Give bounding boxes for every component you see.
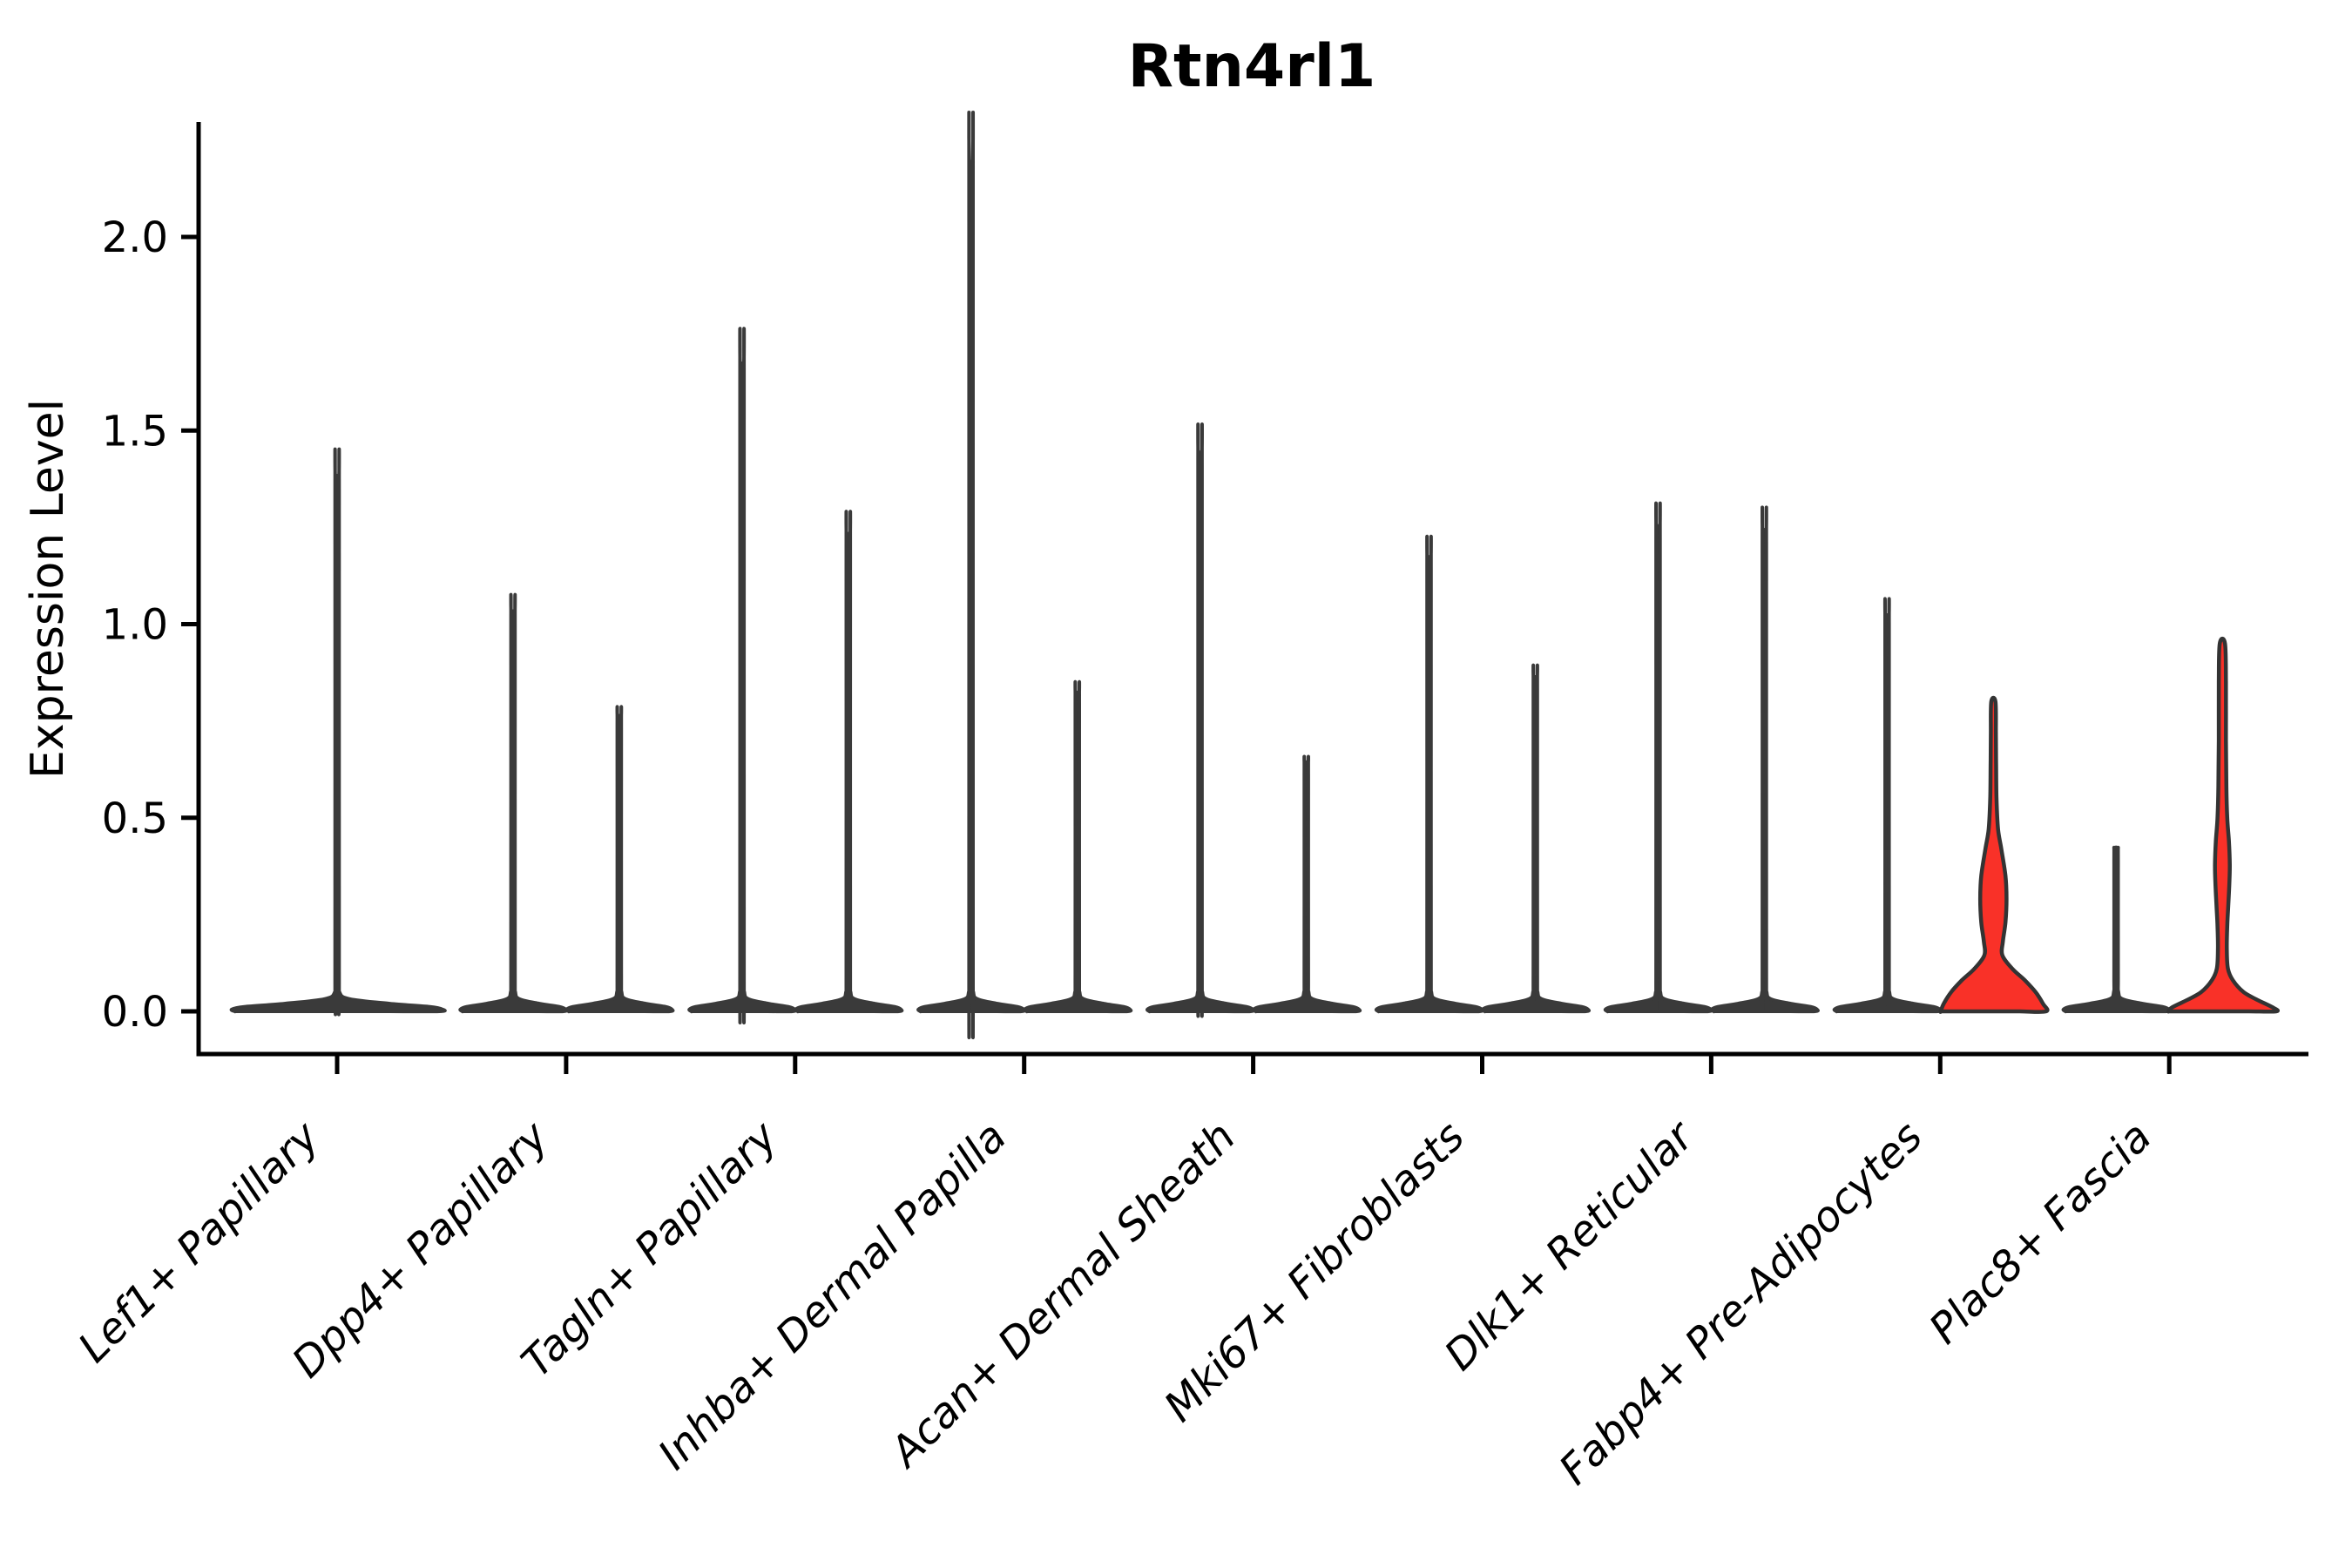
x-tick-label-dpp4-papillary: Dpp4+ Papillary — [283, 1112, 558, 1387]
violin-mki67-fibroblasts-right — [1480, 663, 1592, 1014]
violin-dlk1-reticular-left — [1603, 501, 1713, 1014]
y-axis-ticks: 0.0 0.5 1.0 1.5 2.0 — [102, 213, 199, 1037]
violin-tagln-papillary-left — [687, 327, 798, 1024]
violin-dlk1-reticular-right — [1709, 505, 1820, 1014]
x-tick-label-lef1-papillary: Lef1+ Papillary — [69, 1112, 329, 1372]
violin-inhba-dermal-papilla-right — [1023, 679, 1133, 1014]
violin-fabp4-pre-adipocytes-right — [1938, 695, 2050, 1014]
violin-plac8-fascia-left — [2061, 845, 2172, 1014]
violin-inhba-dermal-papilla-left — [916, 111, 1027, 1039]
violin-acan-dermal-sheath-left — [1145, 422, 1256, 1018]
violin-dpp4-papillary-right — [564, 705, 675, 1014]
violin-plac8-fascia-right — [2166, 636, 2280, 1014]
violin-acan-dermal-sheath-right — [1251, 754, 1362, 1014]
y-tick-label-0.0: 0.0 — [102, 988, 168, 1037]
violin-lef1-papillary-single — [229, 447, 447, 1017]
y-tick-label-1.5: 1.5 — [102, 407, 168, 456]
y-axis-label: Expression Level — [22, 399, 74, 779]
x-tick-label-tagln-papillary: Tagln+ Papillary — [512, 1112, 787, 1387]
x-tick-label-fabp4-pre-adipocytes: Fabp4+ Pre-Adipocytes — [1550, 1112, 1932, 1495]
violin-dpp4-papillary-left — [458, 592, 569, 1014]
violin-fabp4-pre-adipocytes-left — [1832, 597, 1943, 1014]
x-tick-label-dlk1-reticular: Dlk1+ Reticular — [1436, 1111, 1706, 1381]
y-tick-label-2.0: 2.0 — [102, 213, 168, 262]
violin-tagln-papillary-right — [794, 510, 904, 1014]
y-tick-label-0.5: 0.5 — [102, 794, 168, 843]
y-tick-label-1.0: 1.0 — [102, 601, 168, 650]
x-axis-ticks — [335, 1054, 2172, 1074]
violin-mki67-fibroblasts-left — [1374, 534, 1485, 1014]
x-tick-label-plac8-fascia: Plac8+ Fascia — [1920, 1112, 2161, 1354]
violins-group — [229, 111, 2280, 1039]
plot-title: Rtn4rl1 — [1128, 32, 1376, 101]
